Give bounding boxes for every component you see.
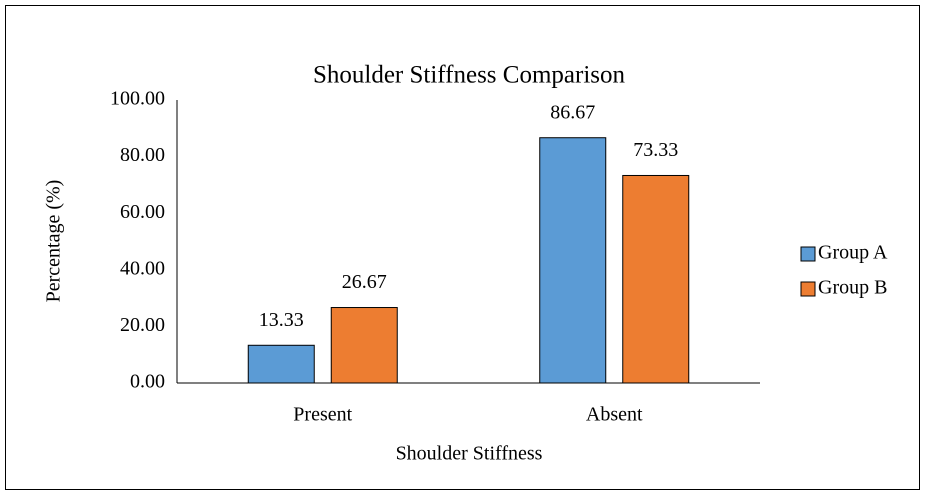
chart-frame: [5, 5, 920, 490]
legend-swatch: [800, 281, 816, 297]
y-tick-label: 0.00: [130, 371, 165, 393]
legend-label: Group A: [818, 242, 888, 264]
y-axis-title: Percentage (%): [43, 180, 65, 303]
x-axis-title: Shoulder Stiffness: [396, 443, 543, 465]
y-tick-label: 100.00: [110, 88, 165, 110]
data-label: 73.33: [633, 139, 678, 161]
y-tick-label: 20.00: [120, 314, 165, 336]
chart-title: Shoulder Stiffness Comparison: [313, 62, 626, 89]
data-label: 26.67: [342, 271, 387, 293]
bar: [247, 344, 315, 384]
bar: [622, 174, 690, 384]
bar: [539, 137, 607, 384]
bar: [330, 307, 398, 384]
y-tick-label: 80.00: [120, 144, 165, 166]
y-tick-label: 60.00: [120, 201, 165, 223]
legend-label: Group B: [818, 277, 887, 299]
x-tick-label: Present: [293, 404, 352, 426]
legend-swatch: [800, 246, 816, 262]
data-label: 13.33: [259, 309, 304, 331]
y-tick-label: 40.00: [120, 257, 165, 279]
x-tick-label: Absent: [586, 404, 643, 426]
data-label: 86.67: [550, 101, 595, 123]
